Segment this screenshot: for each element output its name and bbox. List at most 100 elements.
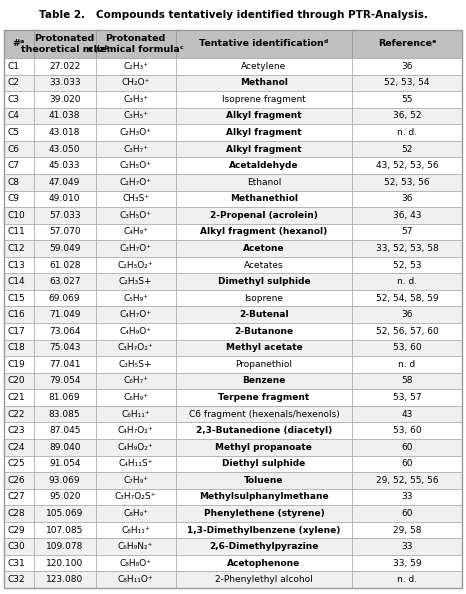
Bar bbox=[176, 356, 352, 372]
Bar bbox=[352, 290, 462, 307]
Text: C₆H₉⁺: C₆H₉⁺ bbox=[123, 393, 148, 402]
Bar bbox=[96, 340, 176, 356]
Bar bbox=[34, 58, 96, 75]
Text: 52, 56, 57, 60: 52, 56, 57, 60 bbox=[376, 327, 439, 336]
Text: 87.045: 87.045 bbox=[49, 426, 81, 435]
Bar bbox=[352, 406, 462, 422]
Bar bbox=[176, 191, 352, 207]
Text: 33, 59: 33, 59 bbox=[393, 558, 421, 568]
Text: Benzene: Benzene bbox=[242, 377, 286, 386]
Bar bbox=[96, 207, 176, 223]
Text: C₄H₁₁S⁺: C₄H₁₁S⁺ bbox=[118, 459, 153, 468]
Bar bbox=[34, 273, 96, 290]
Bar bbox=[4, 141, 34, 157]
Text: C29: C29 bbox=[8, 526, 26, 535]
Text: C₅H₉⁺: C₅H₉⁺ bbox=[123, 293, 148, 303]
Bar bbox=[96, 91, 176, 108]
Bar bbox=[96, 157, 176, 174]
Text: C21: C21 bbox=[8, 393, 26, 402]
Bar bbox=[4, 555, 34, 571]
Bar bbox=[96, 30, 176, 58]
Bar bbox=[34, 108, 96, 124]
Bar bbox=[176, 141, 352, 157]
Bar bbox=[34, 157, 96, 174]
Bar bbox=[34, 522, 96, 538]
Bar bbox=[352, 207, 462, 223]
Text: 43.050: 43.050 bbox=[49, 144, 81, 154]
Bar bbox=[96, 472, 176, 489]
Bar bbox=[352, 356, 462, 372]
Bar bbox=[34, 257, 96, 273]
Text: C₃H₅⁺: C₃H₅⁺ bbox=[123, 112, 148, 121]
Bar bbox=[352, 141, 462, 157]
Text: C14: C14 bbox=[8, 277, 26, 286]
Text: Alkyl fragment: Alkyl fragment bbox=[226, 128, 302, 137]
Text: Propanethiol: Propanethiol bbox=[235, 360, 293, 369]
Bar bbox=[4, 356, 34, 372]
Text: 27.022: 27.022 bbox=[49, 62, 80, 71]
Bar bbox=[4, 108, 34, 124]
Bar bbox=[34, 191, 96, 207]
Bar bbox=[96, 75, 176, 91]
Text: C₄H₉⁺: C₄H₉⁺ bbox=[123, 228, 148, 236]
Bar bbox=[34, 372, 96, 389]
Text: C1: C1 bbox=[8, 62, 20, 71]
Text: Isoprene fragment: Isoprene fragment bbox=[222, 95, 306, 104]
Text: C₈H₁₁⁺: C₈H₁₁⁺ bbox=[121, 526, 150, 535]
Text: 77.041: 77.041 bbox=[49, 360, 81, 369]
Bar bbox=[34, 489, 96, 505]
Text: C28: C28 bbox=[8, 509, 26, 518]
Bar bbox=[352, 108, 462, 124]
Text: 105.069: 105.069 bbox=[46, 509, 83, 518]
Bar bbox=[4, 273, 34, 290]
Bar bbox=[352, 174, 462, 191]
Text: 69.069: 69.069 bbox=[49, 293, 81, 303]
Text: C₃H₇O⁺: C₃H₇O⁺ bbox=[120, 244, 151, 253]
Bar bbox=[96, 522, 176, 538]
Text: C₃H₅O⁺: C₃H₅O⁺ bbox=[120, 211, 151, 220]
Text: 36: 36 bbox=[401, 310, 413, 319]
Text: C23: C23 bbox=[8, 426, 26, 435]
Bar bbox=[176, 571, 352, 588]
Text: C18: C18 bbox=[8, 343, 26, 352]
Bar bbox=[176, 290, 352, 307]
Bar bbox=[34, 422, 96, 439]
Text: 83.085: 83.085 bbox=[49, 410, 81, 419]
Bar bbox=[176, 389, 352, 406]
Bar bbox=[352, 538, 462, 555]
Text: 33: 33 bbox=[401, 542, 413, 551]
Text: n. d.: n. d. bbox=[397, 575, 417, 584]
Text: 43: 43 bbox=[401, 410, 413, 419]
Text: C₄H₇O⁺: C₄H₇O⁺ bbox=[120, 310, 151, 319]
Bar bbox=[34, 30, 96, 58]
Text: Acetone: Acetone bbox=[243, 244, 285, 253]
Text: C₈H₉⁺: C₈H₉⁺ bbox=[123, 509, 148, 518]
Bar bbox=[96, 538, 176, 555]
Text: 123.080: 123.080 bbox=[46, 575, 83, 584]
Bar bbox=[176, 340, 352, 356]
Bar bbox=[4, 422, 34, 439]
Bar bbox=[34, 290, 96, 307]
Bar bbox=[34, 456, 96, 472]
Text: C₂H₃⁺: C₂H₃⁺ bbox=[123, 62, 148, 71]
Bar bbox=[96, 124, 176, 141]
Bar bbox=[96, 240, 176, 257]
Text: 57.070: 57.070 bbox=[49, 228, 81, 236]
Text: 109.078: 109.078 bbox=[46, 542, 83, 551]
Bar bbox=[96, 191, 176, 207]
Bar bbox=[176, 555, 352, 571]
Bar bbox=[176, 75, 352, 91]
Bar bbox=[176, 439, 352, 456]
Bar bbox=[4, 340, 34, 356]
Text: C₄H₇O₂⁺: C₄H₇O₂⁺ bbox=[118, 426, 153, 435]
Text: C₃H₇⁺: C₃H₇⁺ bbox=[123, 144, 148, 154]
Bar bbox=[96, 356, 176, 372]
Text: 73.064: 73.064 bbox=[49, 327, 81, 336]
Text: C24: C24 bbox=[8, 443, 26, 451]
Bar bbox=[96, 571, 176, 588]
Text: 36, 43: 36, 43 bbox=[393, 211, 421, 220]
Text: 36, 52: 36, 52 bbox=[393, 112, 421, 121]
Text: C₃H₅S+: C₃H₅S+ bbox=[119, 360, 152, 369]
Text: C₂H₅O⁺: C₂H₅O⁺ bbox=[120, 161, 151, 170]
Bar bbox=[34, 124, 96, 141]
